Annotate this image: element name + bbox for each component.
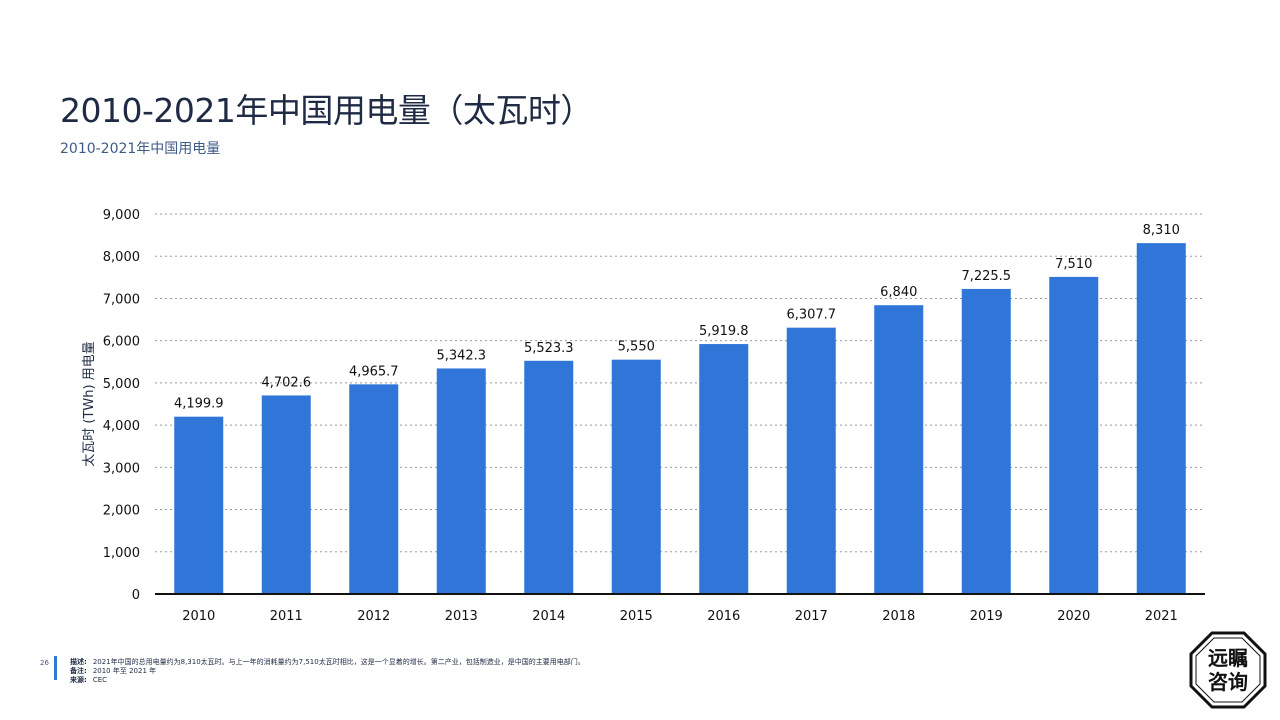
x-tick-label: 2010 — [182, 609, 215, 624]
source-label: 来源: — [70, 676, 87, 684]
bar-2018 — [874, 305, 924, 594]
note-label: 备注: — [70, 667, 87, 675]
logo-line-2: 咨询 — [1208, 670, 1248, 694]
bar-2016 — [699, 344, 749, 594]
data-label-2016: 5,919.8 — [699, 324, 749, 339]
y-tick-label: 4,000 — [103, 419, 140, 434]
page-subtitle: 2010-2021年中国用电量 — [60, 141, 221, 157]
footer-description-row: 描述: 2021年中国的总用电量约为8,310太瓦时。与上一年的消耗量约为7,51… — [70, 658, 585, 667]
page-title: 2010-2021年中国用电量（太瓦时） — [60, 91, 593, 130]
bar-2015 — [611, 359, 661, 594]
description-label: 描述: — [70, 658, 87, 666]
data-label-2013: 5,342.3 — [436, 348, 486, 363]
bar-2017 — [786, 327, 836, 594]
y-axis-label: 太瓦时 (TWh) 用电量 — [82, 341, 97, 466]
company-logo: 远瞩 咨询 — [1188, 630, 1268, 710]
bar-2019 — [961, 288, 1011, 594]
x-tick-label: 2018 — [882, 609, 915, 624]
note-text: 2010 年至 2021 年 — [92, 667, 157, 675]
y-tick-label: 5,000 — [103, 377, 140, 392]
data-label-2017: 6,307.7 — [786, 308, 836, 323]
data-label-2015: 5,550 — [618, 340, 655, 355]
bar-2014 — [524, 360, 574, 594]
y-tick-label: 7,000 — [103, 292, 140, 307]
footer-notes: 描述: 2021年中国的总用电量约为8,310太瓦时。与上一年的消耗量约为7,51… — [70, 658, 585, 685]
x-tick-label: 2012 — [357, 609, 390, 624]
bar-2020 — [1049, 276, 1099, 594]
data-label-2018: 6,840 — [880, 285, 917, 300]
description-text: 2021年中国的总用电量约为8,310太瓦时。与上一年的消耗量约为7,510太瓦… — [92, 658, 585, 666]
bar-2010 — [174, 416, 224, 594]
y-tick-label: 3,000 — [103, 461, 140, 476]
bar-2011 — [261, 395, 311, 594]
x-tick-label: 2013 — [445, 609, 478, 624]
y-tick-label: 0 — [132, 588, 140, 603]
footer-source-row: 来源: CEC — [70, 676, 585, 685]
x-tick-label: 2016 — [707, 609, 740, 624]
source-text: CEC — [92, 676, 108, 684]
data-label-2020: 7,510 — [1055, 257, 1092, 272]
bar-2012 — [349, 384, 399, 594]
x-axis-ticks: 2010 2011 2012 2013 2014 2015 2016 2017 2018 2019… — [182, 609, 1178, 624]
y-axis-ticks: 0 1,000 2,000 3,000 4,000 5,000 6,000 7,000 8,00… — [103, 208, 140, 603]
bar-2013 — [436, 368, 486, 594]
data-label-2012: 4,965.7 — [349, 364, 399, 379]
data-label-2011: 4,702.6 — [261, 375, 311, 390]
octagon-logo-icon — [1189, 631, 1267, 709]
bars — [174, 243, 1186, 594]
data-label-2014: 5,523.3 — [524, 341, 574, 356]
page-number: 26 — [40, 659, 49, 667]
footer-accent-bar — [54, 656, 57, 680]
y-tick-label: 8,000 — [103, 250, 140, 265]
x-tick-label: 2020 — [1057, 609, 1090, 624]
x-tick-label: 2015 — [620, 609, 653, 624]
footer-note-row: 备注: 2010 年至 2021 年 — [70, 667, 585, 676]
x-tick-label: 2011 — [270, 609, 303, 624]
data-label-2019: 7,225.5 — [961, 269, 1011, 284]
y-tick-label: 2,000 — [103, 504, 140, 519]
data-label-2021: 8,310 — [1143, 223, 1180, 238]
gridlines — [155, 213, 1205, 553]
data-label-2010: 4,199.9 — [174, 397, 224, 412]
x-tick-label: 2014 — [532, 609, 565, 624]
logo-line-1: 远瞩 — [1208, 646, 1248, 670]
y-tick-label: 6,000 — [103, 335, 140, 350]
y-tick-label: 1,000 — [103, 546, 140, 561]
y-tick-label: 9,000 — [103, 208, 140, 223]
bar-chart: 0 1,000 2,000 3,000 4,000 5,000 6,000 7,000 8,00… — [82, 208, 1205, 624]
x-tick-label: 2021 — [1145, 609, 1178, 624]
x-tick-label: 2017 — [795, 609, 828, 624]
x-tick-label: 2019 — [970, 609, 1003, 624]
data-labels: 4,199.9 4,702.6 4,965.7 5,342.3 5,523.3 5,550… — [174, 223, 1180, 412]
bar-2021 — [1136, 243, 1186, 594]
